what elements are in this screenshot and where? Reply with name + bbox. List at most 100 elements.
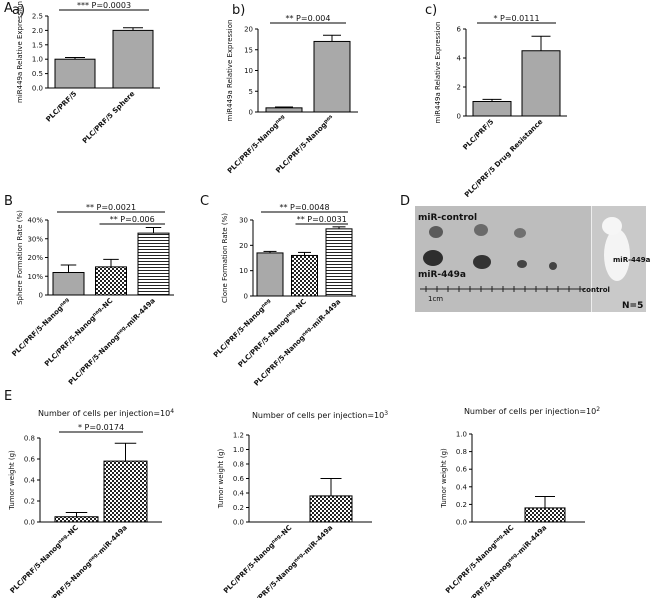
category-label: PLC/PRF/5 xyxy=(44,90,78,124)
category-superscript: neg xyxy=(59,296,71,308)
y-tick-label: 0.0 xyxy=(233,519,244,527)
category-label: PLC/PRF/5 xyxy=(461,118,495,152)
y-tick-label: 0.6 xyxy=(233,475,245,483)
category-suffix: -NC xyxy=(292,298,307,313)
tumor-control-3 xyxy=(514,228,526,238)
title-superscript: 2 xyxy=(596,406,600,413)
y-tick-label: 1.0 xyxy=(456,431,467,439)
y-tick-label: 20 xyxy=(239,242,248,250)
category-superscript: neg xyxy=(492,533,504,545)
significance-label: ** P=0.0031 xyxy=(297,215,347,224)
bar xyxy=(309,495,353,523)
category-label: PLC/PRF/5-Nanogneg-NC xyxy=(43,297,114,368)
y-tick-label: 0.6 xyxy=(24,456,36,464)
y-axis-label-Ab: miR449a Relative Expression xyxy=(226,20,234,122)
y-axis-label-B: Sphere Formation Rate (%) xyxy=(16,210,24,305)
chart-Ac: c) 0 2 4 6 miR449a Relative Expression PLC/PRF… xyxy=(425,3,567,199)
category-label: PLC/PRF/5-Nanogneg-miR-449a xyxy=(67,297,157,387)
y-tick-label: 0.4 xyxy=(233,490,245,498)
tumor-mir449a-4 xyxy=(549,262,557,270)
bar xyxy=(265,107,303,113)
category-superscript: neg xyxy=(57,533,69,545)
panel-letter-b: B xyxy=(4,194,13,209)
y-tick-label: 20 xyxy=(244,26,253,34)
category-suffix: -NC xyxy=(99,297,114,312)
mouse-head xyxy=(602,217,622,235)
category-suffix: -NC xyxy=(500,524,515,539)
y-tick-label: 40% xyxy=(27,217,43,225)
y-tick-label: 0.8 xyxy=(456,448,467,456)
y-tick-label: 2 xyxy=(457,84,461,92)
y-tick-label: 0 xyxy=(457,113,461,121)
category-label: PLC/PRF/5-Nanogneg-NC xyxy=(237,298,308,369)
y-tick-label: 2.0 xyxy=(32,27,43,35)
significance-label: ** P=0.0048 xyxy=(279,203,329,212)
y-tick-label: 20% xyxy=(27,254,43,262)
chart-title-E3: Number of cells per injection=102 xyxy=(464,406,600,416)
category-superscript: neg xyxy=(87,552,99,564)
category-superscript: neg xyxy=(91,306,103,318)
y-tick-label: 0.2 xyxy=(233,504,244,512)
y-tick-label: 4 xyxy=(457,55,462,63)
category-superscript: neg xyxy=(285,307,297,319)
category-superscript: neg xyxy=(507,552,519,564)
panel-letter-c: C xyxy=(200,194,209,209)
category-suffix: -miR-449a xyxy=(308,298,342,332)
y-tick-label: 0.6 xyxy=(456,466,468,474)
panel-letter-e: E xyxy=(4,389,12,404)
y-tick-label: 30 xyxy=(239,217,248,225)
significance-label: * P=0.0111 xyxy=(493,14,539,23)
category-label: PLC/PRF/5-Nanogneg xyxy=(212,297,274,359)
bar xyxy=(112,29,154,89)
significance-label: ** P=0.004 xyxy=(286,14,331,23)
y-tick-label: 0 xyxy=(244,293,248,301)
y-tick-label: 0 xyxy=(249,109,253,117)
category-label: PLC/PRF/5 Sphere xyxy=(81,90,137,146)
chart-B: 0 10% 20% 30% 40%Sphere Formation Rate (%) PL… xyxy=(11,203,174,387)
panel-label-Ac: c) xyxy=(425,3,437,18)
category-superscript: neg xyxy=(301,326,313,338)
bar xyxy=(103,460,148,523)
mir-control-label: miR-control xyxy=(418,213,477,223)
y-tick-label: 0.4 xyxy=(456,483,468,491)
mouse-control-label: control xyxy=(582,286,610,294)
category-superscript: neg xyxy=(293,552,305,564)
y-axis-label-E2: Tumor weight (g) xyxy=(217,448,225,509)
bar xyxy=(325,228,353,297)
bar xyxy=(313,40,351,113)
category-suffix: -miR-449a xyxy=(95,524,129,558)
category-superscript: pos xyxy=(323,114,334,125)
category-label: PLC/PRF/5 Drug Resistance xyxy=(463,118,544,199)
significance-label: * P=0.0174 xyxy=(78,423,124,432)
category-label: PLC/PRF/5-Nanogneg-NC xyxy=(444,524,515,595)
y-tick-label: 0.8 xyxy=(233,461,244,469)
y-tick-label: 5 xyxy=(249,88,253,96)
title-superscript: 4 xyxy=(170,408,174,415)
tumor-mir449a-2 xyxy=(473,255,491,269)
mouse-body xyxy=(604,229,630,281)
y-tick-label: 0.0 xyxy=(24,519,35,527)
tumor-mir449a-3 xyxy=(517,260,527,268)
category-label: PLC/PRF/5-Nanogneg-miR-449a xyxy=(39,524,129,598)
bar xyxy=(256,252,284,297)
y-tick-label: 1.5 xyxy=(32,41,43,49)
y-tick-label: 0.0 xyxy=(456,519,467,527)
y-tick-label: 0.2 xyxy=(24,498,35,506)
title-superscript: 3 xyxy=(384,410,388,417)
y-tick-label: 30% xyxy=(27,235,43,243)
y-tick-label: 10 xyxy=(239,267,248,275)
y-tick-label: 0.5 xyxy=(32,70,43,78)
chart-title-E1: Number of cells per injection=104 xyxy=(38,408,174,418)
bar xyxy=(95,266,127,296)
y-tick-label: 0.8 xyxy=(24,435,35,443)
y-tick-label: 0.0 xyxy=(32,85,43,93)
y-axis-label-E3: Tumor weight (g) xyxy=(440,448,448,509)
y-tick-label: 0 xyxy=(39,292,43,300)
panel-letter-d: D xyxy=(400,194,410,209)
category-superscript: neg xyxy=(270,533,282,545)
y-tick-label: 1.0 xyxy=(233,446,244,454)
category-suffix: -miR-449a xyxy=(300,524,334,558)
bar xyxy=(291,254,318,297)
category-superscript: neg xyxy=(274,113,286,125)
